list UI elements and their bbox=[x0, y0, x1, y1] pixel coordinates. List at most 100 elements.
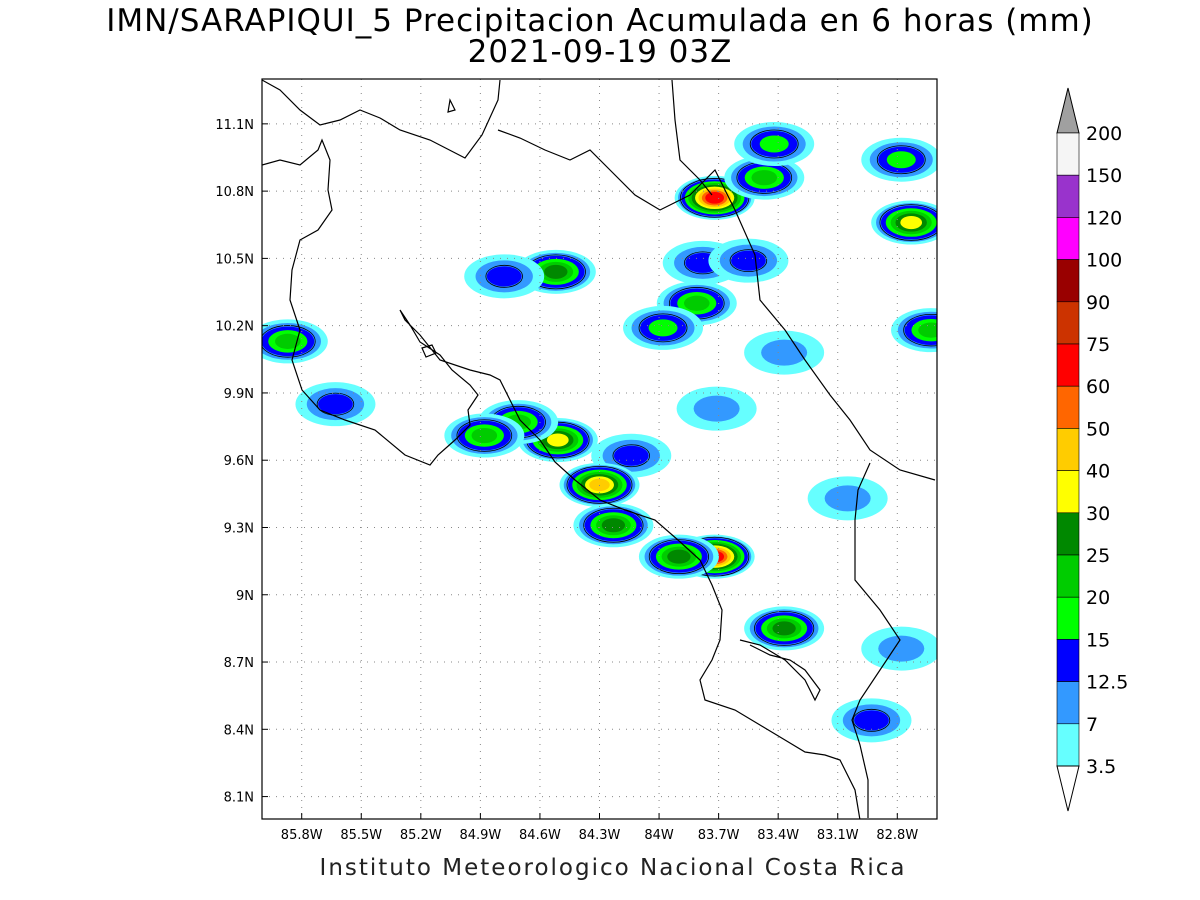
colorbar-swatch bbox=[1056, 596, 1080, 640]
precip-contour-line bbox=[485, 264, 523, 288]
precip-cell bbox=[744, 606, 825, 651]
colorbar-swatch bbox=[1056, 343, 1080, 387]
precip-contour bbox=[667, 549, 691, 564]
precip-contour bbox=[824, 485, 871, 512]
colorbar-label: 90 bbox=[1086, 292, 1110, 314]
precip-cell bbox=[295, 382, 376, 427]
colorbar-label: 75 bbox=[1086, 334, 1110, 356]
colorbar-label: 120 bbox=[1086, 207, 1122, 229]
y-tick-label: 9.9N bbox=[224, 387, 254, 402]
precip-contour bbox=[693, 395, 740, 422]
precip-contour bbox=[648, 319, 678, 337]
precip-cell bbox=[734, 122, 815, 167]
precip-contour-line bbox=[903, 313, 937, 347]
precip-cell bbox=[871, 200, 937, 245]
precip-contour bbox=[486, 266, 522, 287]
precip-cell bbox=[444, 413, 525, 458]
colorbar-swatch bbox=[1056, 723, 1080, 767]
colorbar-label: 25 bbox=[1086, 545, 1110, 567]
x-tick-label: 85.2W bbox=[400, 828, 442, 843]
precip-cell bbox=[891, 308, 937, 353]
colorbar-label: 50 bbox=[1086, 418, 1110, 440]
colorbar-label: 30 bbox=[1086, 503, 1110, 525]
colorbar-swatch bbox=[1056, 681, 1080, 725]
precip-contour bbox=[613, 445, 649, 466]
colorbar-swatch bbox=[1056, 470, 1080, 514]
precip-contour bbox=[601, 518, 626, 533]
precip-contour bbox=[759, 135, 789, 153]
colorbar-label: 100 bbox=[1086, 250, 1122, 272]
precip-contour-line bbox=[638, 313, 688, 343]
precip-contour bbox=[471, 427, 498, 444]
colorbar-swatch bbox=[1056, 259, 1080, 303]
y-tick-label: 9.3N bbox=[224, 521, 254, 536]
precip-contour-line bbox=[456, 419, 513, 452]
colorbar-label: 20 bbox=[1086, 587, 1110, 609]
precip-contour bbox=[683, 295, 710, 311]
axis-ticks: 85.8W 85.5W 85.2W 84.9W 84.6W 84.3W 84W 83.7W 83… bbox=[215, 118, 918, 843]
x-tick-label: 83.4W bbox=[757, 828, 799, 843]
colorbar-swatch bbox=[1056, 385, 1080, 429]
credit-footer: Instituto Meteorologico Nacional Costa R… bbox=[319, 855, 907, 881]
precip-contour-line bbox=[612, 444, 650, 468]
precip-contour-line bbox=[879, 204, 937, 241]
precip-contour bbox=[589, 478, 610, 492]
precip-contour bbox=[731, 250, 766, 271]
colorbar-swatch bbox=[1056, 512, 1080, 556]
colorbar: 3.5 7 12.5 15 20 25 30 40 50 60 75 90 100 120 150 200 bbox=[1056, 87, 1128, 812]
map-datetime: 2021-09-19 03Z bbox=[467, 34, 733, 70]
coastlines-borders bbox=[262, 79, 936, 819]
colorbar-label: 150 bbox=[1086, 165, 1122, 187]
precip-contour-line bbox=[754, 610, 815, 646]
precip-contour-line bbox=[316, 392, 355, 416]
map-title: IMN/SARAPIQUI_5 Precipitacion Acumulada … bbox=[106, 3, 1094, 39]
y-tick-label: 8.1N bbox=[224, 791, 254, 806]
y-tick-label: 10.8N bbox=[215, 185, 254, 200]
x-tick-label: 84W bbox=[644, 828, 674, 843]
y-tick-label: 8.4N bbox=[224, 723, 254, 738]
precip-contour bbox=[900, 215, 923, 230]
colorbar-label: 60 bbox=[1086, 376, 1110, 398]
precip-cell bbox=[262, 319, 328, 364]
precip-cell bbox=[861, 626, 937, 671]
colorbar-label: 200 bbox=[1086, 123, 1122, 145]
precip-contour bbox=[318, 394, 353, 415]
precip-contour-line bbox=[852, 708, 891, 732]
precip-cell bbox=[831, 698, 912, 743]
colorbar-top-arrow bbox=[1056, 87, 1080, 134]
precip-cell bbox=[861, 137, 937, 182]
precip-cell bbox=[573, 503, 654, 548]
x-tick-label: 85.5W bbox=[340, 828, 382, 843]
y-tick-label: 10.5N bbox=[215, 252, 254, 267]
precip-contour-line bbox=[876, 145, 926, 175]
precipitation-layer bbox=[262, 122, 937, 743]
colorbar-swatch bbox=[1056, 301, 1080, 345]
precip-contour bbox=[546, 433, 569, 447]
x-tick-label: 83.1W bbox=[817, 828, 859, 843]
plot-area: 85.8W 85.5W 85.2W 84.9W 84.6W 84.3W 84W 83.7W 83… bbox=[215, 78, 938, 843]
precip-contour-line bbox=[566, 465, 633, 504]
y-tick-label: 10.2N bbox=[215, 320, 254, 335]
precip-cell bbox=[464, 254, 545, 299]
colorbar-label: 7 bbox=[1086, 714, 1098, 736]
precip-contour bbox=[772, 621, 796, 636]
precip-contour-line bbox=[729, 249, 768, 273]
precip-contour-line bbox=[749, 129, 799, 159]
x-tick-label: 83.7W bbox=[698, 828, 740, 843]
colorbar-swatch bbox=[1056, 639, 1080, 682]
x-tick-label: 84.3W bbox=[579, 828, 621, 843]
precip-cell bbox=[676, 386, 757, 431]
precip-cell bbox=[559, 462, 640, 507]
x-tick-label: 84.9W bbox=[459, 828, 501, 843]
precip-contour-line bbox=[262, 325, 316, 358]
precip-cell bbox=[591, 433, 672, 478]
colorbar-label: 40 bbox=[1086, 461, 1110, 483]
precip-contour bbox=[886, 151, 916, 169]
precip-cell bbox=[623, 305, 704, 350]
precip-contour bbox=[878, 635, 925, 662]
grid-lines bbox=[262, 79, 937, 819]
colorbar-swatch bbox=[1056, 132, 1080, 176]
precip-cell bbox=[708, 238, 789, 283]
colorbar-bottom-arrow bbox=[1056, 765, 1080, 812]
colorbar-swatch bbox=[1056, 217, 1080, 260]
